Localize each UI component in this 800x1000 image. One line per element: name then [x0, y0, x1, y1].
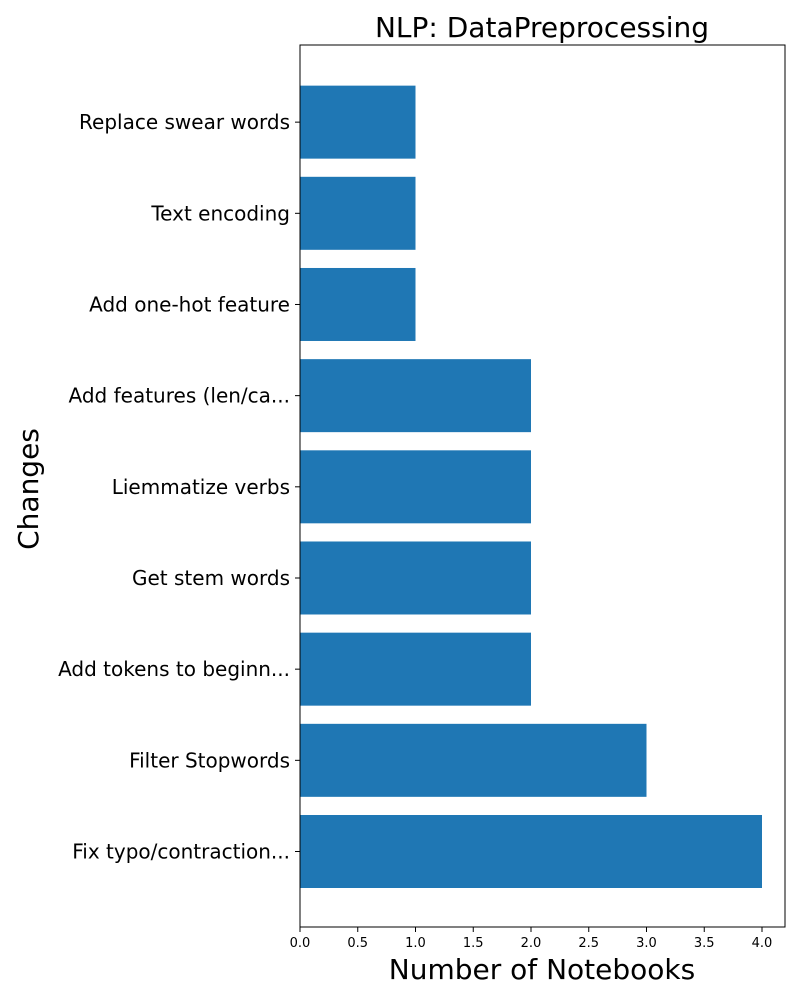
- x-axis-label: Number of Notebooks: [389, 953, 695, 986]
- category-label: Liemmatize verbs: [112, 475, 290, 499]
- y-axis-label: Changes: [12, 428, 45, 550]
- bars-group: [300, 85, 762, 888]
- x-tick-label: 3.0: [636, 936, 657, 951]
- x-tick-label: 1.0: [405, 936, 426, 951]
- category-label: Replace swear words: [79, 110, 290, 134]
- bar: [300, 541, 531, 615]
- x-ticks-group: 0.0 0.5 1.0 1.5 2.0 2.5 3.0 3.5 4.0: [290, 927, 773, 951]
- category-label: Text encoding: [150, 201, 290, 225]
- category-label: Add tokens to beginn...: [58, 657, 290, 681]
- x-tick-label: 3.5: [694, 936, 715, 951]
- category-label: Filter Stopwords: [129, 748, 290, 772]
- x-tick-label: 2.0: [521, 936, 542, 951]
- x-tick-label: 0.0: [290, 936, 311, 951]
- x-tick-label: 1.5: [463, 936, 484, 951]
- bar: [300, 176, 416, 250]
- category-label: Fix typo/contraction...: [72, 840, 290, 864]
- bar: [300, 85, 416, 159]
- category-label: Get stem words: [132, 566, 290, 590]
- bar: [300, 450, 531, 524]
- x-tick-label: 0.5: [347, 936, 368, 951]
- category-label: Add features (len/ca...: [69, 384, 290, 408]
- category-label: Add one-hot feature: [89, 292, 290, 316]
- bar: [300, 267, 416, 341]
- bar: [300, 632, 531, 706]
- x-tick-label: 4.0: [752, 936, 773, 951]
- chart-title: NLP: DataPreprocessing: [375, 11, 709, 44]
- plot-frame: [299, 44, 786, 928]
- bar: [300, 723, 647, 797]
- bar: [300, 359, 531, 433]
- bar: [300, 815, 762, 888]
- category-labels-group: Fix typo/contraction... Filter Stopwords A…: [58, 110, 300, 864]
- x-tick-label: 2.5: [578, 936, 599, 951]
